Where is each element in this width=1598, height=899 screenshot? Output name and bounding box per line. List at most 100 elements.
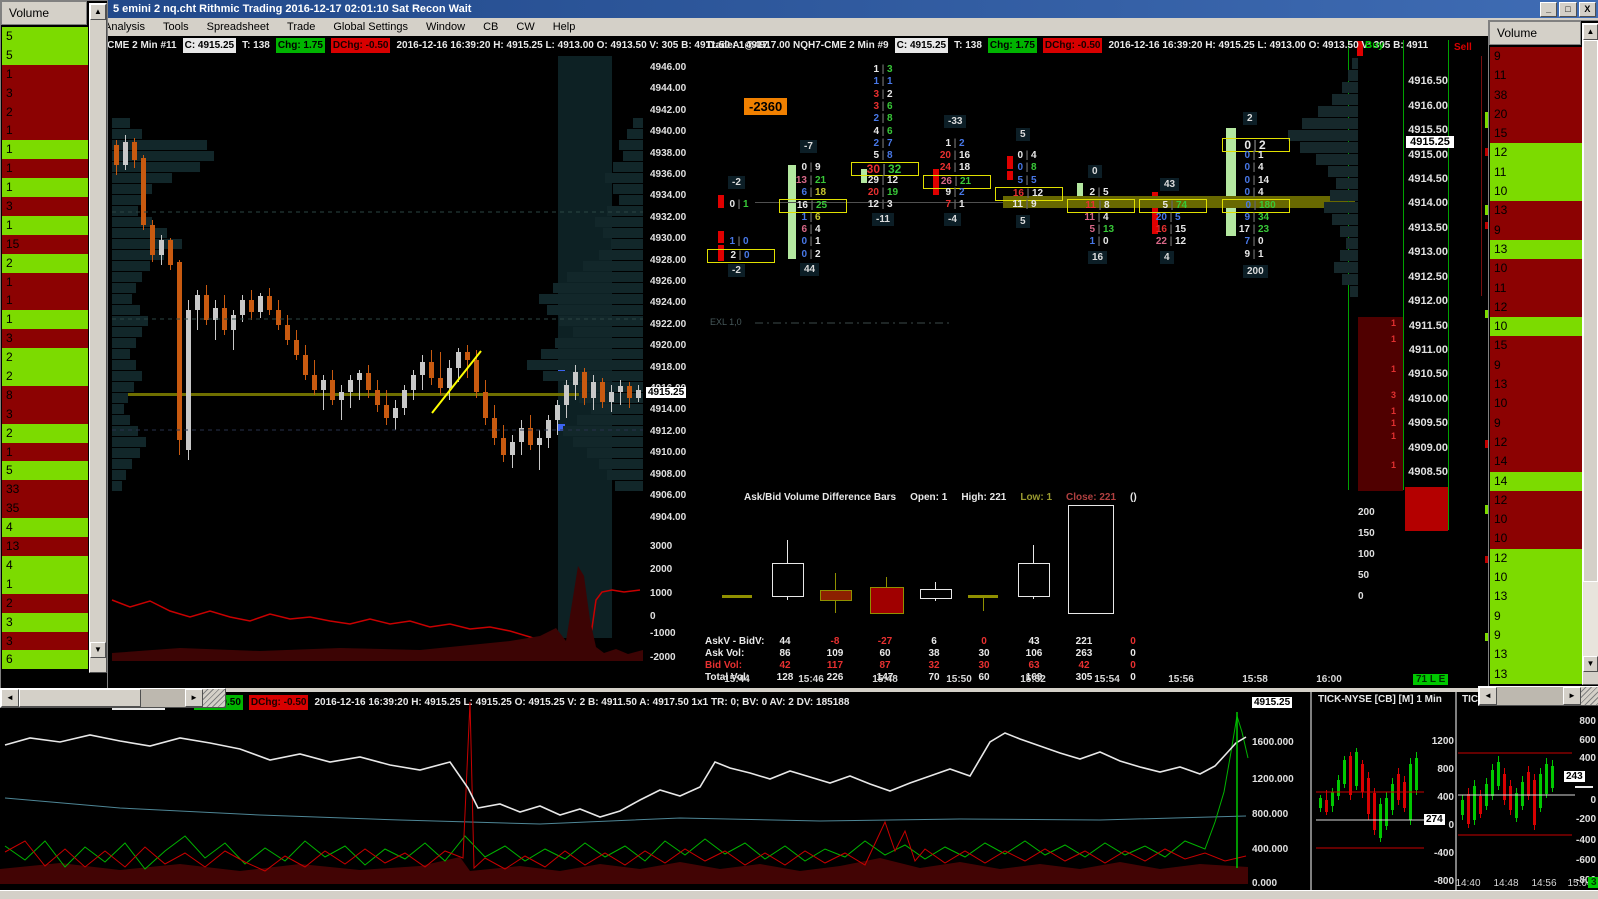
left-volume-window[interactable]: Volume 5 5 1 3 2 1 1 1 1 3 1 15 2 1 1 1 3 2 2 8 3 2 1 5 33 35 4 13 4… <box>0 0 108 690</box>
volume-row[interactable]: 9 <box>1490 625 1582 646</box>
volume-row[interactable]: 9 <box>1490 606 1582 626</box>
scroll-left-icon[interactable]: ◄ <box>1479 687 1497 705</box>
volume-row[interactable]: 9 <box>1490 355 1582 376</box>
scroll-down-icon[interactable]: ▼ <box>1583 656 1598 672</box>
volume-row[interactable]: 10 <box>1490 568 1582 588</box>
menu-item-window[interactable]: Window <box>425 21 466 33</box>
volume-row[interactable]: 1 <box>2 291 88 311</box>
volume-row[interactable]: 14 <box>1490 452 1582 472</box>
volume-row[interactable]: 2 <box>2 593 88 613</box>
volume-row[interactable]: 1 <box>2 140 88 160</box>
volume-row[interactable]: 35 <box>2 499 88 519</box>
menu-item-help[interactable]: Help <box>552 21 576 33</box>
volume-row[interactable]: 12 <box>1490 297 1582 318</box>
right-volume-scrollbar[interactable]: ▲ ▼ <box>1582 23 1598 685</box>
volume-row[interactable]: 6 <box>2 650 88 670</box>
volume-row[interactable]: 12 <box>1490 143 1582 163</box>
volume-row[interactable]: 1 <box>2 159 88 179</box>
volume-row[interactable]: 10 <box>1490 259 1582 279</box>
volume-row[interactable]: 15 <box>2 234 88 254</box>
scroll-down-icon[interactable]: ▼ <box>90 642 106 658</box>
menu-item-trade[interactable]: Trade <box>287 21 316 33</box>
volume-row[interactable]: 20 <box>1490 104 1582 125</box>
volume-row[interactable]: 13 <box>1490 375 1582 395</box>
volume-row[interactable]: 3 <box>2 197 88 216</box>
resize-grip[interactable] <box>203 689 225 707</box>
menu-item-cw[interactable]: CW <box>516 21 535 33</box>
sell-label[interactable]: Sell <box>1454 42 1472 53</box>
volume-row[interactable]: 8 <box>2 385 88 405</box>
volume-row[interactable]: 5 <box>2 45 88 65</box>
scroll-thumb[interactable] <box>19 689 141 707</box>
volume-row[interactable]: 12 <box>1490 490 1582 511</box>
right-volume-hscrollbar[interactable]: ◄ ► <box>1478 686 1598 706</box>
volume-row[interactable]: 38 <box>1490 85 1582 105</box>
volume-row[interactable]: 13 <box>1490 645 1582 665</box>
volume-row[interactable]: 1 <box>2 442 88 462</box>
volume-row[interactable]: 33 <box>2 480 88 500</box>
volume-row[interactable]: 9 <box>1490 220 1582 240</box>
volume-row[interactable]: 5 <box>2 461 88 481</box>
volume-row[interactable]: 13 <box>1490 664 1582 684</box>
menu-item-cb[interactable]: CB <box>483 21 499 33</box>
volume-row[interactable]: 3 <box>2 83 88 103</box>
volume-row[interactable]: 11 <box>1490 66 1582 86</box>
volume-row[interactable]: 13 <box>2 537 88 556</box>
scroll-up-icon[interactable]: ▲ <box>90 4 106 20</box>
left-volume-hscrollbar[interactable]: ◄ ► <box>0 688 226 708</box>
window-button-close[interactable]: X <box>1578 2 1596 17</box>
volume-row[interactable]: 3 <box>2 631 88 651</box>
volume-row[interactable]: 4 <box>2 518 88 538</box>
menu-item-tools[interactable]: Tools <box>162 21 189 33</box>
volume-row[interactable]: 3 <box>2 404 88 424</box>
volume-row[interactable]: 3 <box>2 612 88 632</box>
volume-row[interactable]: 14 <box>1490 471 1582 491</box>
volume-row[interactable]: 15 <box>1490 336 1582 356</box>
volume-row[interactable]: 1 <box>2 272 88 292</box>
volume-row[interactable]: 10 <box>1490 510 1582 530</box>
scroll-right-icon[interactable]: ► <box>185 689 203 707</box>
volume-row[interactable]: 10 <box>1490 394 1582 414</box>
volume-row[interactable]: 10 <box>1490 182 1582 202</box>
buy-label[interactable]: Buy <box>1365 40 1384 51</box>
menu-item-spreadsheet[interactable]: Spreadsheet <box>206 21 270 33</box>
volume-row[interactable]: 5 <box>2 27 88 46</box>
volume-row[interactable]: 13 <box>1490 201 1582 221</box>
volume-row[interactable]: 13 <box>1490 587 1582 607</box>
volume-row[interactable]: 2 <box>2 423 88 443</box>
volume-row[interactable]: 11 <box>1490 162 1582 183</box>
volume-row[interactable]: 9 <box>1490 413 1582 433</box>
tick-nyse-panel[interactable] <box>1312 692 1457 890</box>
volume-row[interactable]: 1 <box>2 215 88 235</box>
volume-row[interactable]: 10 <box>1490 529 1582 549</box>
volume-row[interactable]: 1 <box>2 121 88 141</box>
scroll-left-icon[interactable]: ◄ <box>1 689 19 707</box>
volume-row[interactable]: 2 <box>2 367 88 386</box>
volume-row[interactable]: 12 <box>1490 432 1582 453</box>
left-volume-scrollbar[interactable]: ▲ ▼ <box>89 3 107 673</box>
volume-row[interactable]: 15 <box>1490 124 1582 144</box>
volume-row[interactable]: 1 <box>2 310 88 330</box>
scroll-right-icon[interactable]: ► <box>1563 687 1581 705</box>
window-titlebar[interactable]: 5 emini 2 nq.cht Rithmic Trading 2016-12… <box>0 0 1598 18</box>
window-button-restore[interactable]: □ <box>1559 2 1577 17</box>
volume-row[interactable]: 10 <box>1490 317 1582 337</box>
resize-grip[interactable] <box>1581 687 1598 705</box>
right-volume-window[interactable]: Volume 9 11 38 20 15 12 11 10 13 9 13 10 11 12 10 15 9 13… <box>1488 20 1598 688</box>
volume-row[interactable]: 1 <box>2 178 88 198</box>
volume-row[interactable]: 1 <box>2 574 88 594</box>
window-button-minimize[interactable]: _ <box>1540 2 1558 17</box>
menu-item-analysis[interactable]: Analysis <box>104 21 145 33</box>
volume-row[interactable]: 11 <box>1490 278 1582 298</box>
scroll-up-icon[interactable]: ▲ <box>1583 24 1598 40</box>
volume-row[interactable]: 2 <box>2 102 88 122</box>
menu-item-global-settings[interactable]: Global Settings <box>333 21 408 33</box>
volume-row[interactable]: 3 <box>2 329 88 349</box>
volume-row[interactable]: 12 <box>1490 548 1582 569</box>
volume-row[interactable]: 2 <box>2 348 88 368</box>
volume-row[interactable]: 13 <box>1490 239 1582 260</box>
volume-row[interactable]: 4 <box>2 555 88 575</box>
volume-row[interactable]: 1 <box>2 64 88 84</box>
volume-row[interactable]: 2 <box>2 253 88 273</box>
volume-row[interactable]: 9 <box>1490 47 1582 67</box>
